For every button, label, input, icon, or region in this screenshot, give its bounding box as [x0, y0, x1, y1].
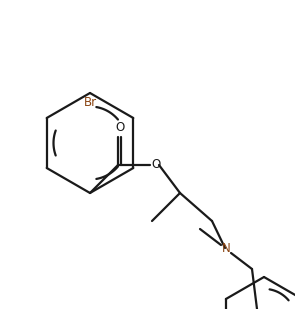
Text: O: O — [151, 159, 160, 171]
Text: O: O — [115, 121, 124, 134]
Text: N: N — [222, 243, 230, 256]
Text: Br: Br — [83, 96, 96, 109]
